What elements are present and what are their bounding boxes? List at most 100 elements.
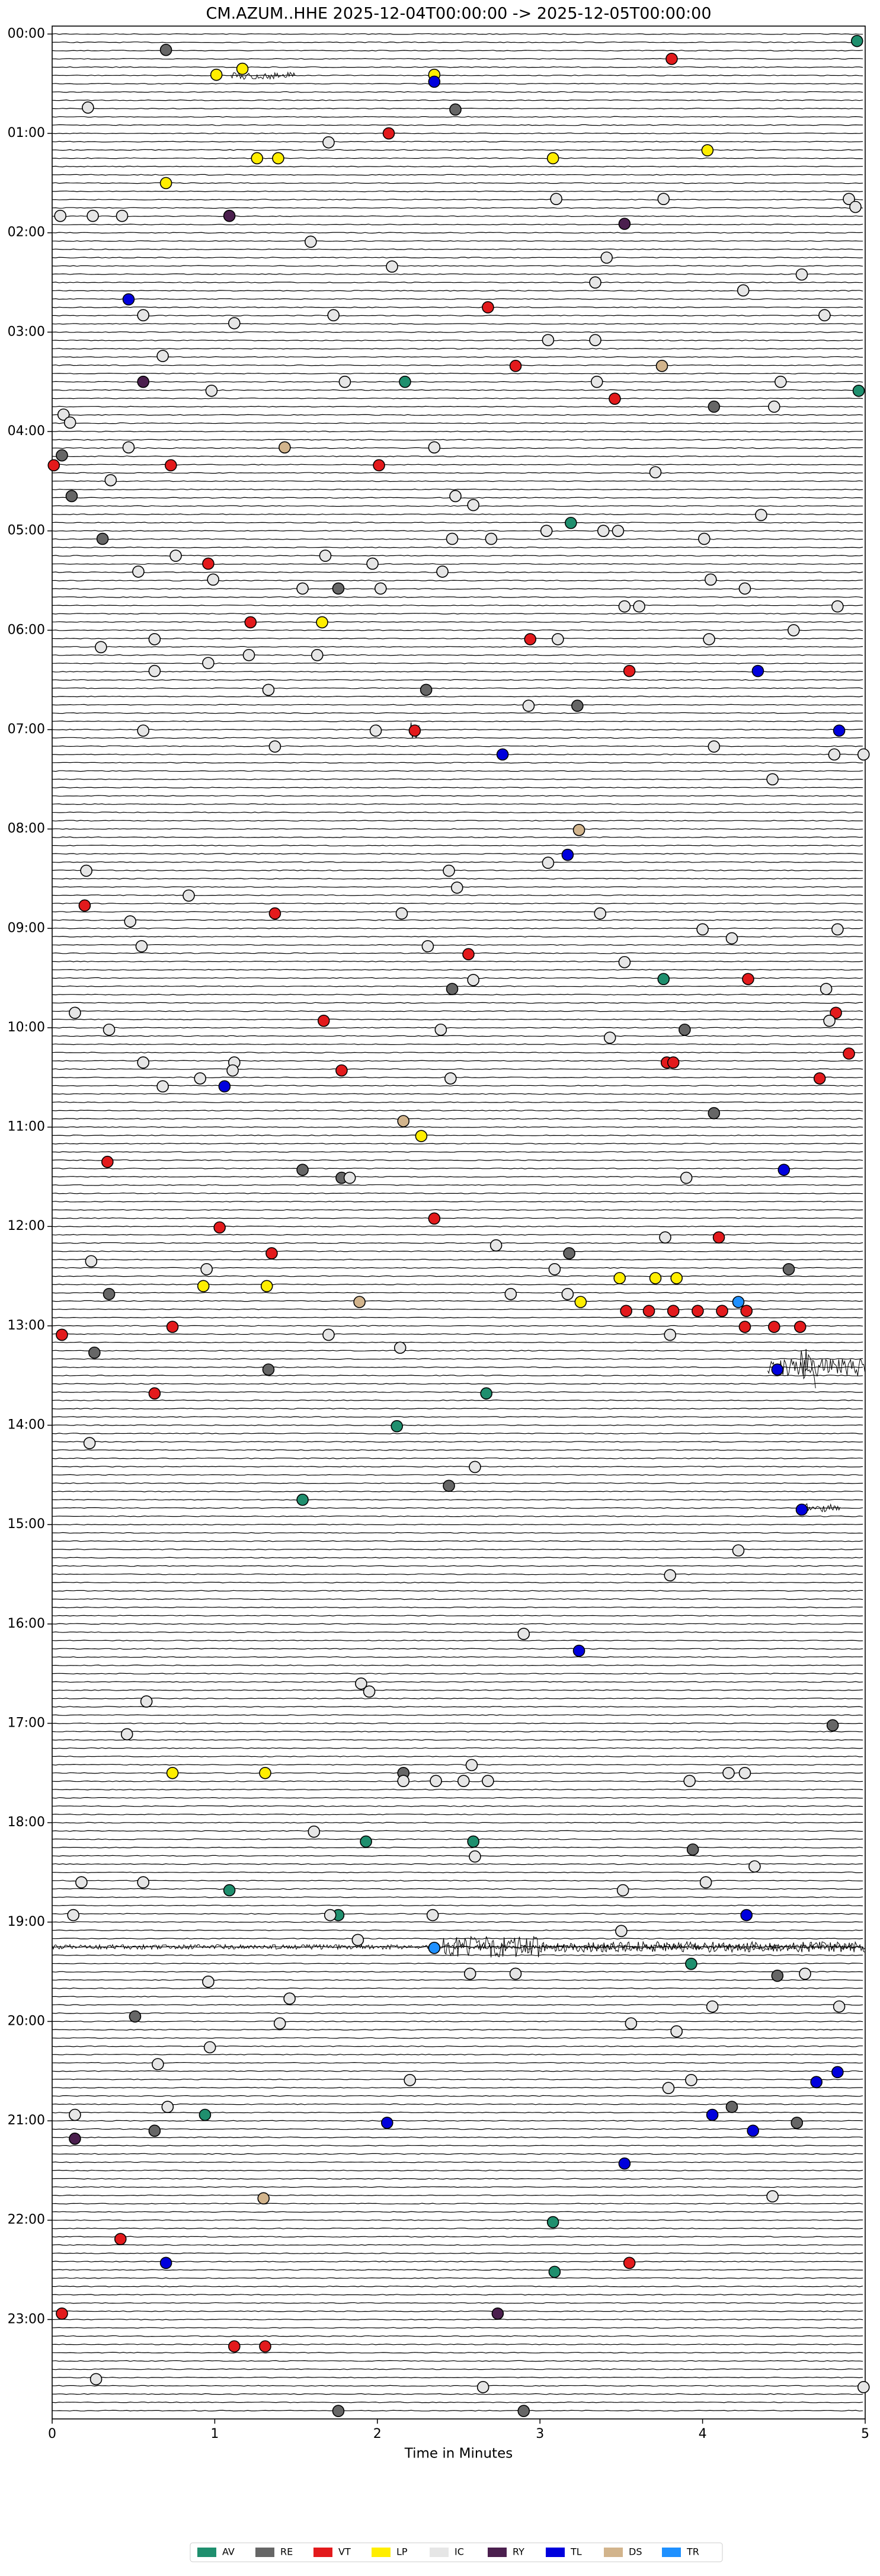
event-marker: [426, 1909, 439, 1922]
event-marker: [561, 848, 574, 861]
event-marker: [810, 2076, 823, 2088]
event-marker: [852, 384, 865, 397]
event-marker: [78, 899, 91, 912]
event-marker: [740, 1909, 753, 1922]
y-tick-label: 05:00: [8, 523, 45, 538]
y-tick-label: 23:00: [8, 2312, 45, 2326]
event-marker: [65, 490, 78, 503]
event-marker: [615, 1925, 628, 1938]
event-marker: [849, 200, 862, 213]
event-marker: [775, 375, 787, 388]
legend: AV RE VT LP IC RY TL DS TR: [190, 2542, 723, 2562]
trace: [52, 364, 863, 366]
trace: [52, 1788, 863, 1791]
event-marker: [655, 360, 668, 372]
trace: [52, 1963, 863, 1964]
trace: [52, 2169, 863, 2172]
trace: [52, 1987, 863, 1989]
trace: [52, 2012, 863, 2014]
trace: [52, 555, 863, 557]
trace: [52, 704, 863, 706]
event-marker: [831, 600, 844, 613]
trace: [52, 1664, 863, 1667]
trace: [52, 613, 863, 615]
event-marker: [546, 2216, 559, 2229]
event-marker: [369, 724, 382, 737]
y-tick-label: 14:00: [8, 1418, 45, 1433]
trace: [52, 2021, 863, 2022]
event-marker: [633, 600, 645, 613]
event-marker: [712, 1231, 725, 1244]
event-marker: [823, 1014, 836, 1027]
trace: [52, 1060, 863, 1062]
event-marker: [818, 309, 831, 322]
y-tick-label: 10:00: [8, 1020, 45, 1035]
trace: [52, 1996, 863, 1997]
trace: [52, 50, 863, 52]
event-marker: [210, 68, 223, 81]
trace: [52, 1722, 863, 1724]
y-tick-label: 18:00: [8, 1815, 45, 1830]
event-marker: [722, 1766, 735, 1779]
trace: [52, 414, 863, 416]
event-marker: [262, 683, 275, 696]
legend-swatch: [313, 2548, 332, 2557]
trace: [52, 199, 863, 201]
trace: [52, 546, 863, 548]
event-marker: [649, 1272, 662, 1284]
trace: [52, 1639, 863, 1642]
trace: [52, 1433, 863, 1434]
event-marker: [226, 1064, 239, 1077]
event-marker: [623, 664, 636, 677]
trace: [52, 712, 863, 714]
event-marker: [393, 1341, 407, 1354]
event-marker: [813, 1072, 826, 1085]
trace: [52, 811, 863, 814]
legend-swatch: [488, 2548, 507, 2557]
event-marker: [311, 648, 324, 661]
trace: [52, 580, 863, 581]
event-marker: [795, 1503, 808, 1516]
event-marker: [82, 101, 94, 114]
trace: [52, 248, 863, 250]
event-marker: [751, 664, 764, 677]
trace: [52, 174, 863, 176]
event-marker: [755, 509, 767, 522]
event-marker: [679, 1023, 691, 1036]
y-tick-label: 11:00: [8, 1120, 45, 1134]
trace: [52, 1258, 863, 1261]
trace: [52, 1168, 863, 1169]
event-marker: [57, 408, 70, 421]
trace: [52, 389, 863, 391]
x-tick-label: 2: [373, 2427, 382, 2441]
event-marker: [202, 1976, 215, 1988]
event-marker: [156, 350, 169, 362]
event-marker: [540, 525, 553, 537]
event-marker: [251, 152, 264, 165]
waveform-burst: [539, 1941, 865, 1954]
event-marker: [462, 948, 475, 961]
event-marker: [316, 616, 328, 629]
event-marker: [205, 384, 218, 397]
event-marker: [618, 218, 631, 230]
trace: [52, 1888, 863, 1890]
trace: [52, 1648, 863, 1650]
event-marker: [716, 1305, 728, 1318]
trace: [52, 836, 863, 838]
event-marker: [436, 565, 449, 578]
y-tick-label: 15:00: [8, 1517, 45, 1532]
waveform-burst: [767, 1358, 865, 1377]
event-marker: [159, 177, 172, 190]
event-marker: [799, 1967, 811, 1980]
event-marker: [699, 1876, 712, 1888]
trace: [52, 1821, 863, 1824]
trace: [52, 1316, 863, 1319]
event-marker: [202, 657, 215, 669]
trace: [52, 1383, 863, 1385]
trace: [52, 2095, 863, 2097]
trace: [52, 1350, 863, 1352]
trace: [52, 223, 863, 226]
trace: [52, 2070, 863, 2072]
legend-label: RE: [280, 2546, 293, 2558]
